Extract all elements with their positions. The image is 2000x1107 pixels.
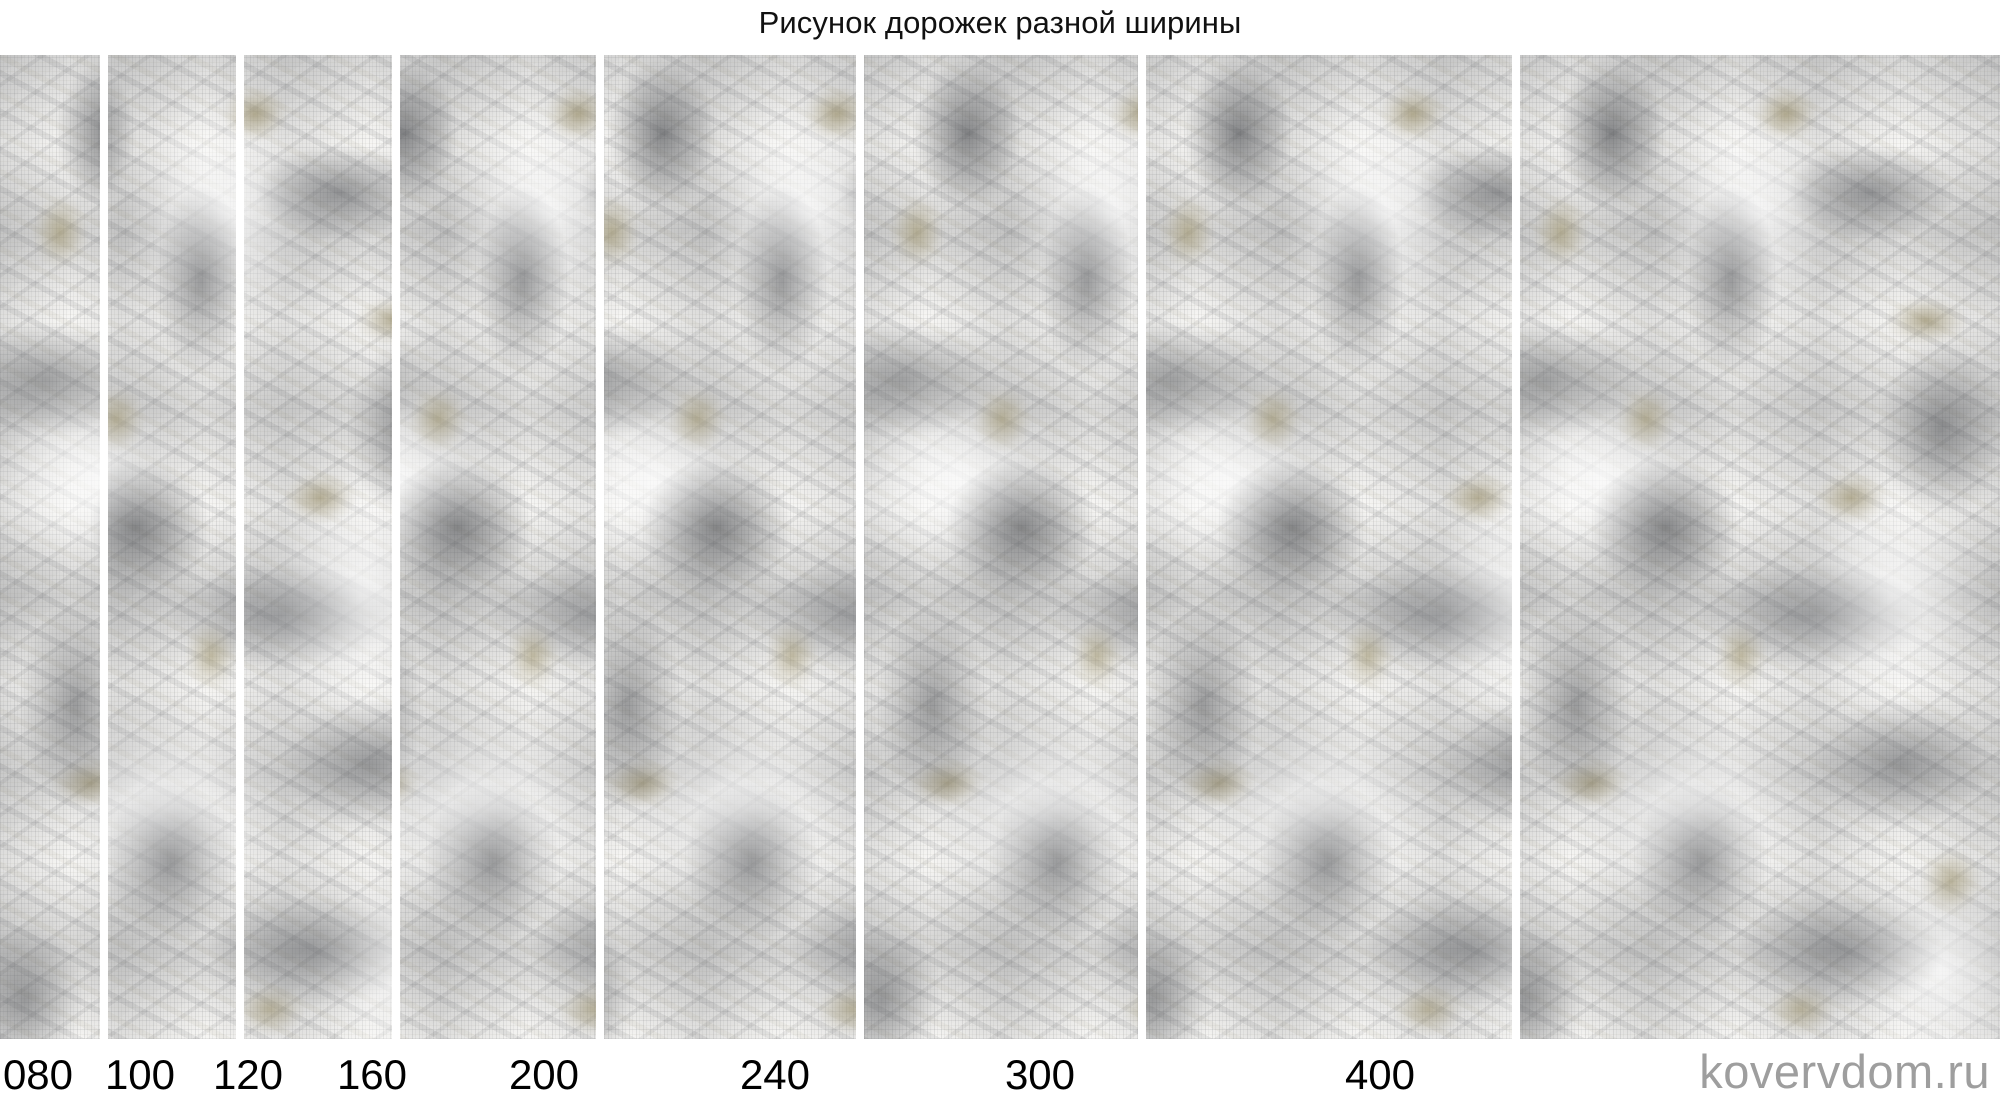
size-label-120: 120: [212, 1051, 284, 1098]
runner-texture: [1520, 55, 2000, 1039]
runner-strip-240[interactable]: [864, 55, 1138, 1039]
runner-texture: [1146, 55, 1512, 1039]
runner-texture: [400, 55, 596, 1039]
runner-strip-160[interactable]: [400, 55, 596, 1039]
size-label-100: 100: [104, 1051, 176, 1098]
runner-texture: [864, 55, 1138, 1039]
size-label-080: 080: [2, 1051, 74, 1098]
page-title: Рисунок дорожек разной ширины: [758, 5, 1242, 40]
size-label-200: 200: [508, 1051, 580, 1098]
runner-strip-200[interactable]: [604, 55, 856, 1039]
runner-texture: [604, 55, 856, 1039]
size-label-300: 300: [1004, 1051, 1076, 1098]
runner-texture: [0, 55, 100, 1039]
runner-texture: [108, 55, 236, 1039]
runner-strip-band: [0, 55, 2000, 1039]
size-label-240: 240: [739, 1051, 811, 1098]
size-label-160: 160: [336, 1051, 408, 1098]
size-label-400: 400: [1344, 1051, 1416, 1098]
runner-strip-080[interactable]: [0, 55, 100, 1039]
runner-strip-400[interactable]: [1520, 55, 2000, 1039]
runner-strip-120[interactable]: [244, 55, 392, 1039]
runner-texture: [244, 55, 392, 1039]
runner-strip-300[interactable]: [1146, 55, 1512, 1039]
runner-strip-100[interactable]: [108, 55, 236, 1039]
size-label-row: 080 100 120 160 200 240 300 400: [0, 1046, 2000, 1107]
